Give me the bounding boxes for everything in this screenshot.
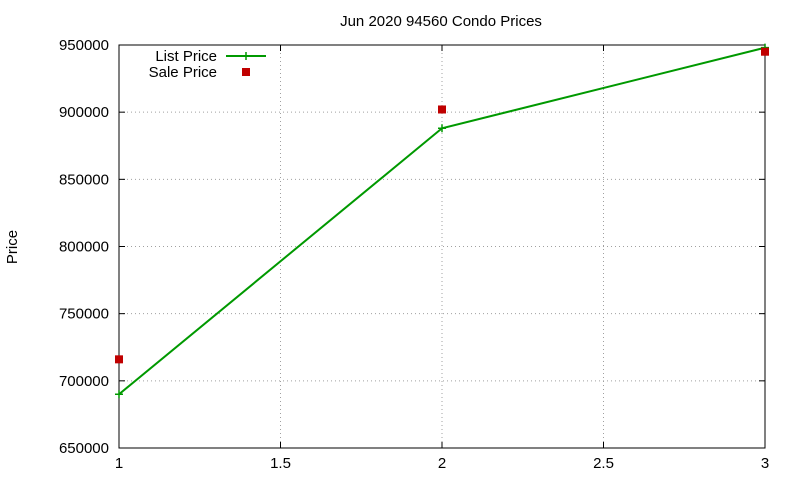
legend-label: List Price — [155, 48, 217, 65]
x-tick-label: 1 — [115, 455, 123, 472]
data-point — [115, 390, 123, 399]
legend-label: Sale Price — [149, 64, 217, 81]
x-tick-label: 3 — [761, 455, 769, 472]
y-tick-label: 700000 — [59, 373, 109, 390]
chart-title: Jun 2020 94560 Condo Prices — [340, 13, 542, 30]
grid — [119, 45, 765, 448]
y-tick-label: 650000 — [59, 440, 109, 457]
axis-ticks: 650000 700000 750000 800000 850000 900000 9500… — [59, 37, 769, 472]
data-point — [115, 355, 123, 364]
legend-marker — [242, 52, 250, 60]
y-tick-label: 800000 — [59, 239, 109, 256]
series-sale-price — [115, 47, 769, 364]
series-line — [118, 46, 766, 396]
data-point — [761, 47, 769, 56]
y-tick-label: 900000 — [59, 104, 109, 121]
y-tick-label: 950000 — [59, 37, 109, 54]
y-tick-label: 850000 — [59, 171, 109, 188]
y-tick-label: 750000 — [59, 306, 109, 323]
data-point — [438, 105, 446, 114]
series-layer — [115, 43, 769, 399]
data-point — [438, 124, 446, 133]
x-tick-label: 1.5 — [270, 455, 291, 472]
x-tick-label: 2 — [438, 455, 446, 472]
x-tick-label: 2.5 — [593, 455, 614, 472]
y-axis-label: Price — [4, 230, 21, 264]
legend-marker — [242, 68, 250, 76]
